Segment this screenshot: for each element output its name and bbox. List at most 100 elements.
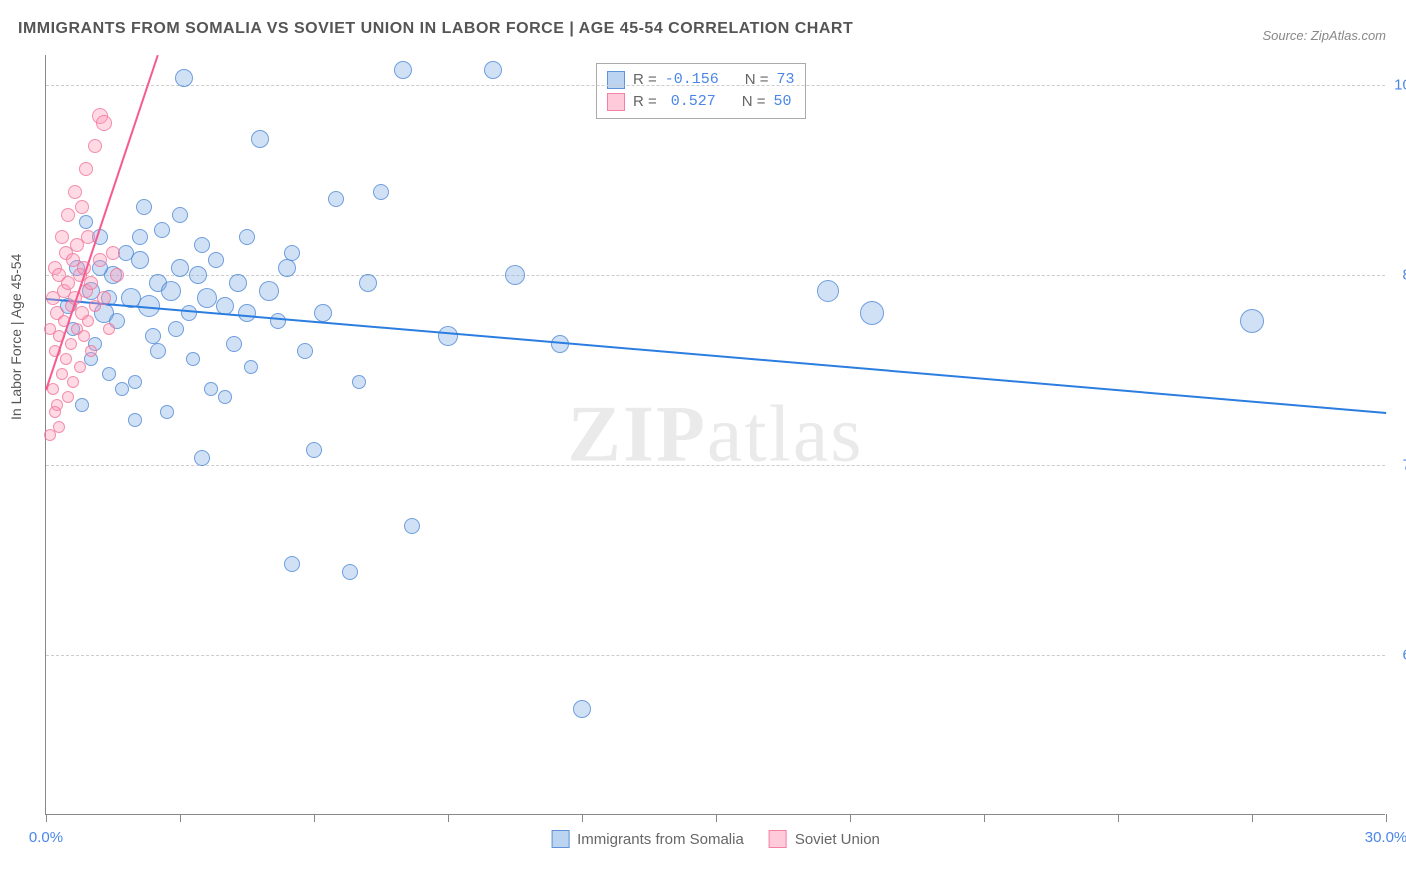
scatter-point — [49, 406, 61, 418]
ytick-label: 87.5% — [1390, 267, 1406, 284]
r-label: R = — [633, 69, 657, 91]
scatter-point — [373, 184, 389, 200]
xtick — [1252, 814, 1253, 822]
scatter-point — [284, 556, 300, 572]
xtick — [46, 814, 47, 822]
scatter-point — [60, 353, 72, 365]
source-label: Source: ZipAtlas.com — [1262, 28, 1386, 43]
scatter-point — [239, 229, 255, 245]
n-value-1: 73 — [777, 69, 795, 91]
r-value-2: 0.527 — [665, 91, 716, 113]
scatter-point — [194, 237, 210, 253]
trend-line — [46, 298, 1386, 414]
scatter-point — [93, 253, 107, 267]
scatter-point — [74, 361, 86, 373]
scatter-point — [79, 215, 93, 229]
scatter-point — [314, 304, 332, 322]
scatter-point — [150, 343, 166, 359]
scatter-point — [278, 259, 296, 277]
xtick — [984, 814, 985, 822]
scatter-point — [128, 413, 142, 427]
scatter-point — [132, 229, 148, 245]
r-value-1: -0.156 — [665, 69, 719, 91]
legend-row-series2: R = 0.527 N = 50 — [607, 91, 795, 113]
scatter-point — [186, 352, 200, 366]
scatter-point — [110, 268, 124, 282]
scatter-point — [97, 291, 111, 305]
scatter-point — [82, 315, 94, 327]
xtick — [314, 814, 315, 822]
scatter-point — [328, 191, 344, 207]
swatch-blue-icon — [551, 830, 569, 848]
trend-line — [45, 56, 159, 391]
scatter-point — [204, 382, 218, 396]
scatter-point — [359, 274, 377, 292]
scatter-point — [226, 336, 242, 352]
scatter-point — [194, 450, 210, 466]
scatter-point — [75, 200, 89, 214]
scatter-point — [306, 442, 322, 458]
y-axis-label: In Labor Force | Age 45-54 — [8, 254, 24, 420]
scatter-point — [189, 266, 207, 284]
scatter-point — [106, 246, 120, 260]
series-legend: Immigrants from Somalia Soviet Union — [551, 830, 880, 848]
scatter-point — [62, 391, 74, 403]
scatter-point — [208, 252, 224, 268]
scatter-point — [131, 251, 149, 269]
xtick — [716, 814, 717, 822]
scatter-point — [84, 276, 98, 290]
xtick — [180, 814, 181, 822]
scatter-point — [484, 61, 502, 79]
scatter-point — [154, 222, 170, 238]
n-label: N = — [742, 91, 766, 113]
scatter-point — [438, 326, 458, 346]
scatter-point — [115, 382, 129, 396]
scatter-point — [161, 281, 181, 301]
scatter-point — [259, 281, 279, 301]
r-label: R = — [633, 91, 657, 113]
scatter-point — [229, 274, 247, 292]
scatter-point — [573, 700, 591, 718]
scatter-point — [136, 199, 152, 215]
scatter-point — [860, 301, 884, 325]
scatter-point — [88, 139, 102, 153]
scatter-point — [55, 230, 69, 244]
scatter-point — [160, 405, 174, 419]
ytick-label: 100.0% — [1390, 77, 1406, 94]
scatter-point — [172, 207, 188, 223]
scatter-point — [171, 259, 189, 277]
scatter-point — [168, 321, 184, 337]
xtick — [850, 814, 851, 822]
scatter-point — [53, 421, 65, 433]
xtick — [582, 814, 583, 822]
gridline — [46, 85, 1385, 86]
legend-label-2: Soviet Union — [795, 831, 880, 848]
scatter-point — [505, 265, 525, 285]
xtick — [1118, 814, 1119, 822]
scatter-point — [128, 375, 142, 389]
scatter-point — [1240, 309, 1264, 333]
scatter-point — [96, 115, 112, 131]
xtick-label: 30.0% — [1365, 829, 1406, 846]
scatter-point — [270, 313, 286, 329]
legend-label-1: Immigrants from Somalia — [577, 831, 744, 848]
scatter-point — [102, 367, 116, 381]
legend-row-series1: R = -0.156 N = 73 — [607, 69, 795, 91]
scatter-point — [67, 376, 79, 388]
ytick-label: 75.0% — [1390, 457, 1406, 474]
scatter-point — [68, 185, 82, 199]
scatter-point — [251, 130, 269, 148]
scatter-point — [61, 208, 75, 222]
swatch-pink-icon — [769, 830, 787, 848]
scatter-point — [197, 288, 217, 308]
n-value-2: 50 — [774, 91, 792, 113]
scatter-point — [244, 360, 258, 374]
scatter-point — [238, 304, 256, 322]
scatter-point — [218, 390, 232, 404]
scatter-point — [394, 61, 412, 79]
chart-title: IMMIGRANTS FROM SOMALIA VS SOVIET UNION … — [18, 20, 853, 38]
scatter-point — [284, 245, 300, 261]
chart-plot-area: ZIPatlas R = -0.156 N = 73 R = 0.527 N =… — [45, 55, 1385, 815]
scatter-point — [103, 323, 115, 335]
ytick-label: 62.5% — [1390, 647, 1406, 664]
